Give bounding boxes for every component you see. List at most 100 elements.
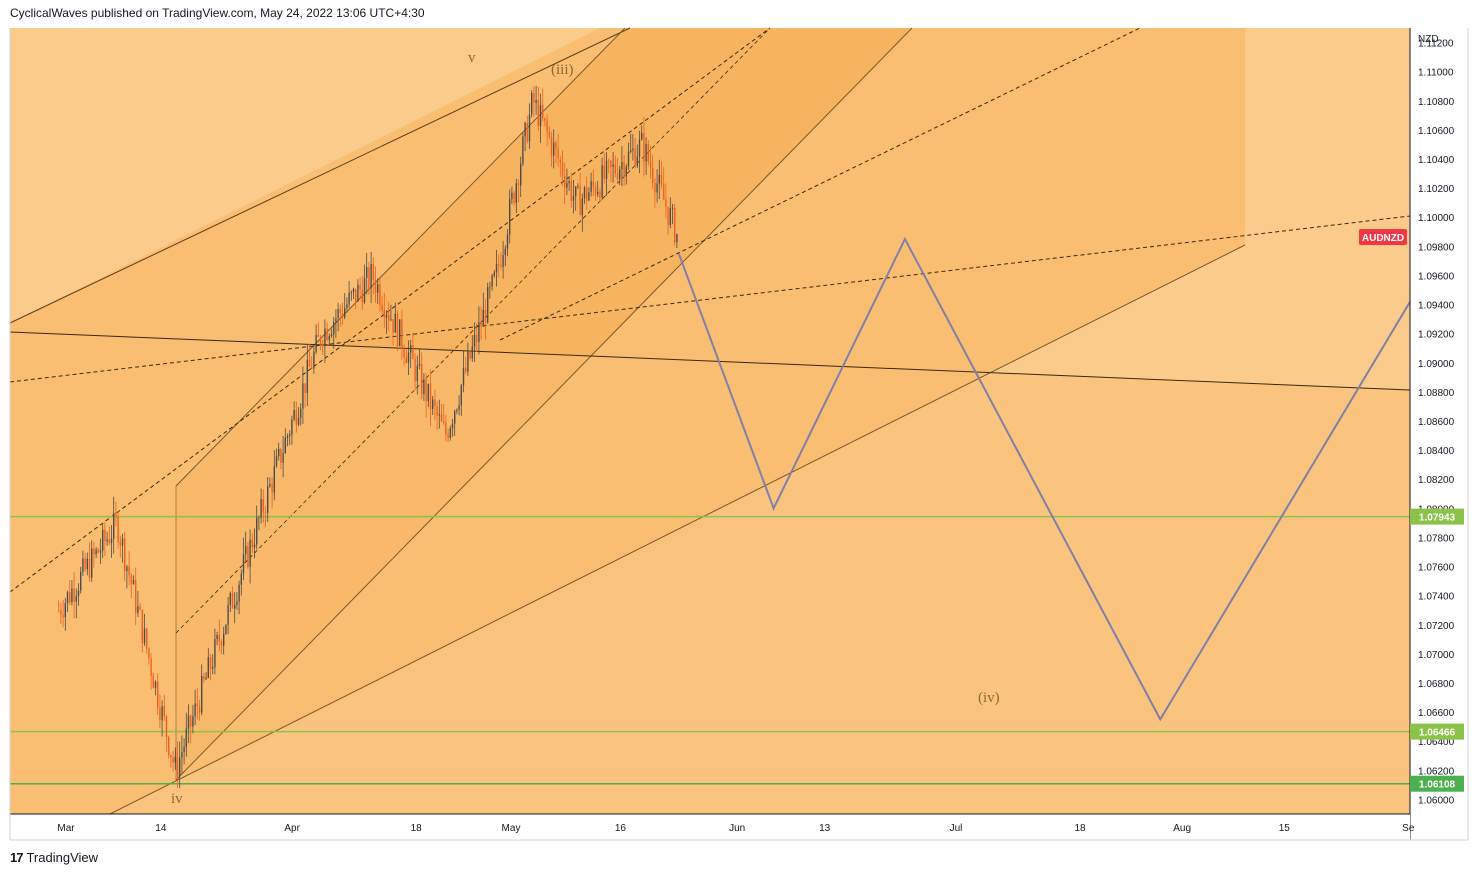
y-tick-label: 1.09200 bbox=[1418, 330, 1455, 341]
candle-body bbox=[260, 499, 262, 518]
candle-body bbox=[60, 610, 62, 616]
candle-body bbox=[300, 408, 302, 418]
candle-body bbox=[306, 359, 309, 393]
candle-body bbox=[139, 606, 141, 610]
candle-body bbox=[412, 345, 414, 360]
candle-body bbox=[535, 99, 537, 103]
candle-body bbox=[212, 667, 214, 669]
candle-body bbox=[660, 174, 663, 185]
level-price-text: 1.07943 bbox=[1419, 513, 1456, 524]
symbol-badge-text: AUDNZD bbox=[1362, 233, 1404, 244]
candle-body bbox=[482, 309, 485, 327]
candle-body bbox=[240, 573, 243, 585]
candle-body bbox=[515, 183, 518, 203]
candle-body bbox=[220, 641, 223, 646]
candle-body bbox=[561, 162, 564, 177]
candle-body bbox=[517, 183, 520, 186]
candle-body bbox=[513, 192, 515, 203]
candle-body bbox=[445, 422, 447, 435]
candle-body bbox=[324, 328, 326, 347]
candle-body bbox=[608, 160, 610, 162]
candle-body bbox=[207, 657, 210, 678]
candle-body bbox=[568, 181, 570, 184]
level-price-text: 1.06466 bbox=[1419, 728, 1456, 739]
candle-body bbox=[236, 601, 238, 605]
x-tick-label: May bbox=[502, 823, 521, 834]
candle-body bbox=[130, 575, 133, 585]
candle-body bbox=[418, 363, 421, 366]
x-tick-label: 16 bbox=[615, 823, 627, 834]
candle-body bbox=[583, 187, 586, 199]
candle-body bbox=[352, 288, 355, 293]
candle-body bbox=[546, 120, 548, 132]
candle-body bbox=[559, 159, 562, 163]
candle-body bbox=[379, 284, 381, 306]
candle-body bbox=[337, 309, 339, 319]
candle-body bbox=[590, 181, 592, 193]
candle-body bbox=[251, 539, 254, 548]
candle-body bbox=[302, 383, 304, 409]
candle-body bbox=[449, 428, 452, 439]
inner-channel-lower-line bbox=[175, 27, 913, 781]
candle-body bbox=[229, 593, 232, 605]
candle-body bbox=[216, 635, 218, 640]
candle-body bbox=[621, 162, 623, 170]
candle-body bbox=[667, 206, 669, 225]
candle-body bbox=[148, 648, 150, 659]
candle-body bbox=[425, 378, 427, 402]
candle-body bbox=[526, 122, 529, 142]
candle-body bbox=[227, 604, 229, 625]
candle-body bbox=[264, 512, 267, 514]
candle-body bbox=[344, 308, 346, 318]
candle-body bbox=[570, 181, 573, 201]
candle-body bbox=[132, 579, 135, 585]
candle-body bbox=[163, 706, 166, 717]
lower-right-zone bbox=[10, 332, 1410, 814]
projection-path bbox=[677, 236, 1432, 722]
y-tick-label: 1.07600 bbox=[1418, 563, 1455, 574]
candle-body bbox=[533, 92, 535, 103]
candle-body bbox=[372, 263, 375, 281]
candle-body bbox=[575, 186, 577, 197]
currency-label: NZD bbox=[1418, 34, 1439, 45]
candle-body bbox=[632, 148, 634, 151]
candle-body bbox=[86, 558, 89, 570]
candle-body bbox=[161, 706, 163, 721]
candle-body bbox=[231, 593, 234, 609]
candle-body bbox=[192, 716, 194, 727]
candle-body bbox=[478, 322, 480, 342]
candle-body bbox=[429, 383, 432, 409]
candle-body bbox=[480, 322, 482, 327]
candle-body bbox=[99, 550, 102, 553]
price-axis[interactable] bbox=[1410, 28, 1468, 814]
candle-body bbox=[458, 405, 460, 410]
candle-body bbox=[280, 448, 282, 463]
candle-body bbox=[203, 675, 205, 680]
candle-body bbox=[117, 516, 119, 543]
candle-body bbox=[185, 728, 188, 748]
candle-body bbox=[308, 359, 311, 367]
candle-body bbox=[214, 639, 216, 668]
candle-body bbox=[278, 448, 280, 457]
candle-body bbox=[181, 752, 183, 758]
candle-body bbox=[128, 566, 130, 576]
candle-body bbox=[80, 571, 82, 591]
candle-body bbox=[511, 192, 513, 199]
candle-body bbox=[187, 715, 190, 729]
horizontal-trendline bbox=[9, 331, 1411, 391]
candle-body bbox=[174, 756, 177, 763]
candle-body bbox=[269, 484, 271, 487]
candle-body bbox=[539, 104, 542, 127]
footer-brand[interactable]: 17 TradingView bbox=[10, 850, 98, 865]
candle-body bbox=[484, 309, 487, 323]
candle-body bbox=[487, 287, 489, 323]
x-tick-label: Mar bbox=[57, 823, 75, 834]
candle-body bbox=[641, 132, 643, 140]
time-axis[interactable] bbox=[10, 814, 1410, 840]
candle-body bbox=[311, 366, 313, 369]
candle-body bbox=[625, 166, 628, 177]
candle-body bbox=[410, 345, 412, 353]
inner-channel-upper-line bbox=[175, 27, 626, 487]
candle-body bbox=[73, 588, 75, 602]
